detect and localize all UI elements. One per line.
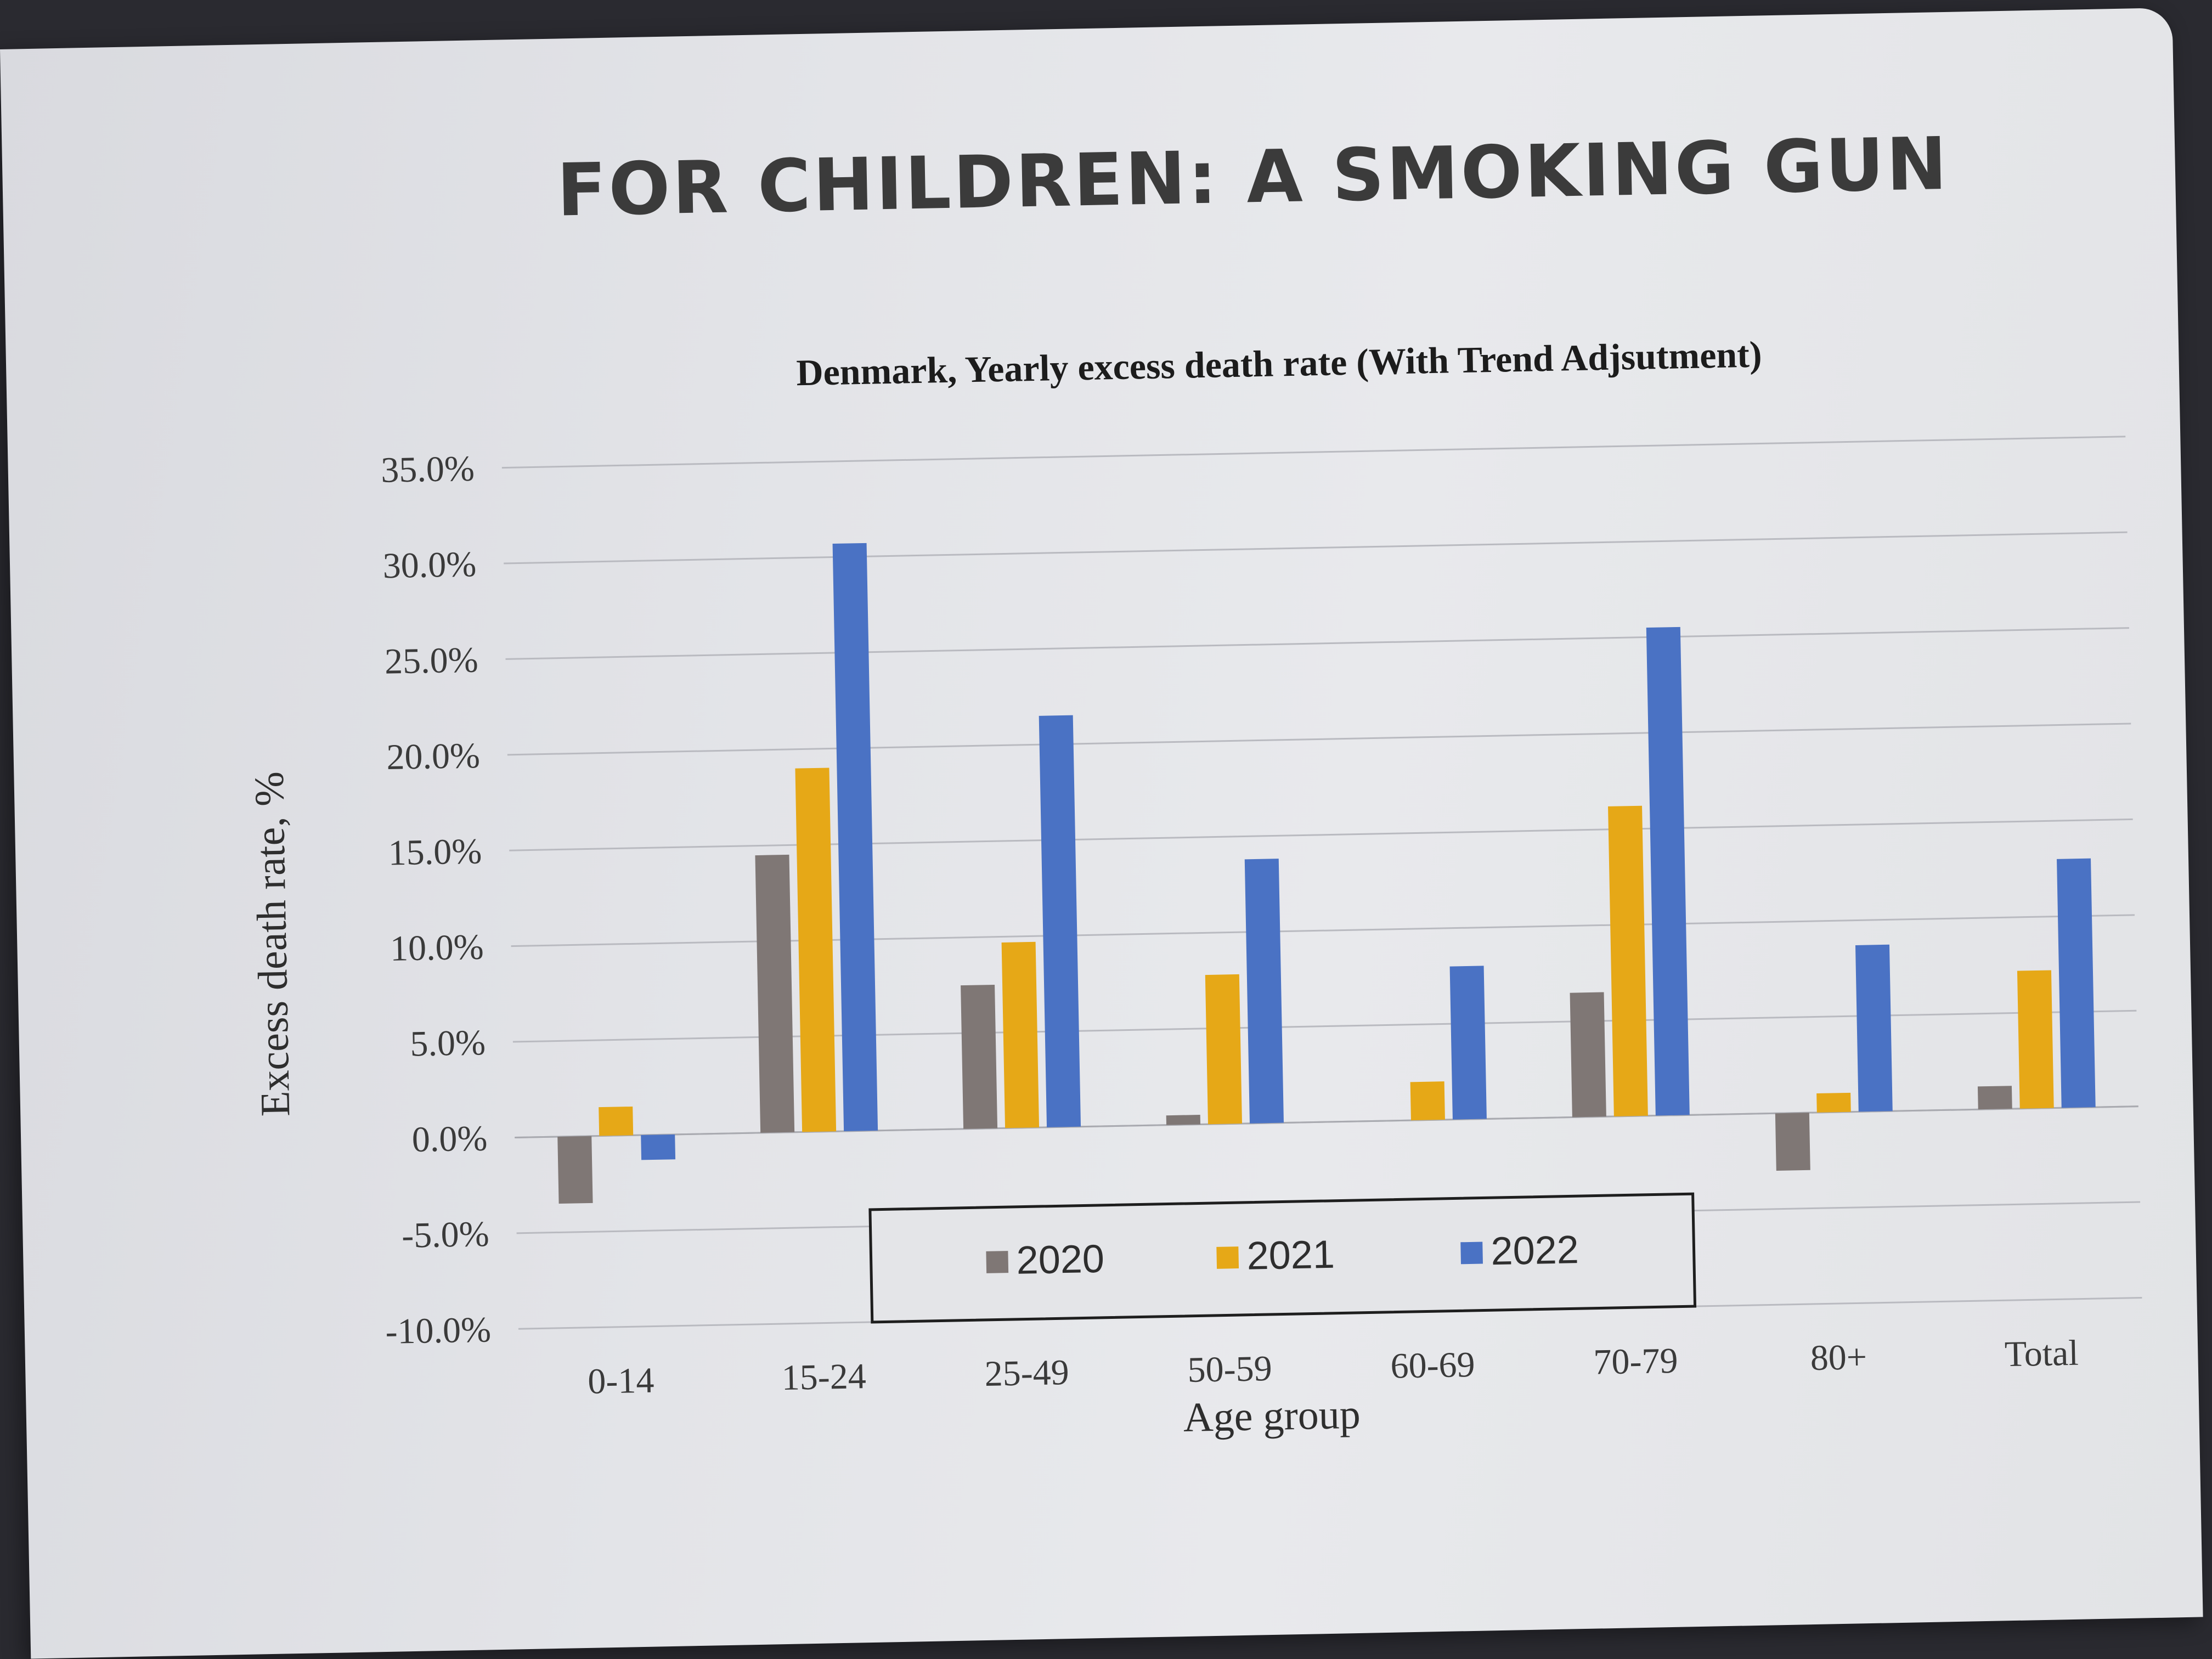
bar-2020-0-14 <box>557 1136 593 1204</box>
y-axis-label: Excess death rate, % <box>246 771 298 1117</box>
gridline <box>511 914 2135 947</box>
y-tick-label: 25.0% <box>384 640 478 681</box>
x-tick-label: 60-69 <box>1390 1345 1475 1386</box>
x-tick-label: 15-24 <box>781 1356 866 1398</box>
x-tick-label: 50-59 <box>1187 1348 1272 1390</box>
legend-swatch-2021 <box>1216 1246 1239 1269</box>
bar-2022-25-49 <box>1039 715 1081 1127</box>
x-tick-label: Total <box>2004 1333 2079 1375</box>
gridline <box>504 531 2128 565</box>
bar-2022-15-24 <box>832 543 878 1131</box>
gridline <box>512 1009 2137 1043</box>
legend: 2020 2021 2022 <box>868 1192 1697 1324</box>
bar-2022-80+ <box>1855 944 1893 1112</box>
x-tick-label: 0-14 <box>588 1361 654 1402</box>
gridline <box>505 627 2129 660</box>
legend-swatch-2020 <box>986 1251 1009 1273</box>
bar-2021-60-69 <box>1410 1081 1445 1121</box>
gridline <box>509 818 2133 851</box>
bar-2022-50-59 <box>1244 859 1284 1124</box>
y-tick-label: 5.0% <box>410 1023 486 1064</box>
bar-2021-80+ <box>1816 1092 1851 1113</box>
book-page: FOR CHILDREN: A SMOKING GUN Denmark, Yea… <box>0 7 2203 1659</box>
y-tick-label: 30.0% <box>382 544 477 586</box>
bar-2020-50-59 <box>1166 1115 1201 1125</box>
legend-label-2021: 2021 <box>1246 1233 1335 1278</box>
x-tick-label: 70-79 <box>1593 1341 1678 1383</box>
bar-2022-0-14 <box>641 1134 676 1160</box>
legend-box <box>868 1192 1697 1324</box>
bar-2020-25-49 <box>961 984 998 1129</box>
zero-axis-line <box>515 1105 2138 1138</box>
y-tick-label: 10.0% <box>390 927 484 969</box>
bar-2020-70-79 <box>1570 992 1606 1118</box>
y-tick-label: 15.0% <box>388 831 482 873</box>
bar-2021-50-59 <box>1205 974 1243 1125</box>
legend-label-2022: 2022 <box>1491 1228 1579 1273</box>
legend-label-2020: 2020 <box>1016 1237 1105 1283</box>
y-tick-label: 20.0% <box>386 736 481 777</box>
bar-2022-70-79 <box>1646 627 1690 1116</box>
x-tick-label: 80+ <box>1810 1337 1867 1378</box>
x-axis-label: Age group <box>1183 1391 1361 1441</box>
bar-2020-Total <box>1977 1086 2012 1110</box>
bar-2022-Total <box>2057 858 2096 1108</box>
bar-2021-70-79 <box>1608 805 1648 1116</box>
bar-2021-25-49 <box>1001 941 1040 1128</box>
chart-title: Denmark, Yearly excess death rate (With … <box>796 333 1762 393</box>
bar-2022-60-69 <box>1449 966 1487 1120</box>
y-tick-label: 0.0% <box>411 1118 488 1160</box>
y-tick-label: 35.0% <box>381 449 475 490</box>
gridline <box>507 723 2131 756</box>
y-tick-label: -5.0% <box>401 1214 489 1256</box>
bar-2020-80+ <box>1775 1113 1810 1171</box>
legend-swatch-2022 <box>1460 1242 1483 1265</box>
bar-chart: Denmark, Yearly excess death rate (With … <box>246 333 2142 1441</box>
y-tick-label: -10.0% <box>385 1310 492 1352</box>
gridline <box>501 436 2126 469</box>
x-tick-label: 25-49 <box>984 1352 1069 1394</box>
bar-2021-15-24 <box>795 768 837 1132</box>
bar-2020-15-24 <box>755 854 795 1133</box>
bar-2021-0-14 <box>599 1106 634 1136</box>
bar-2021-Total <box>2017 970 2054 1109</box>
